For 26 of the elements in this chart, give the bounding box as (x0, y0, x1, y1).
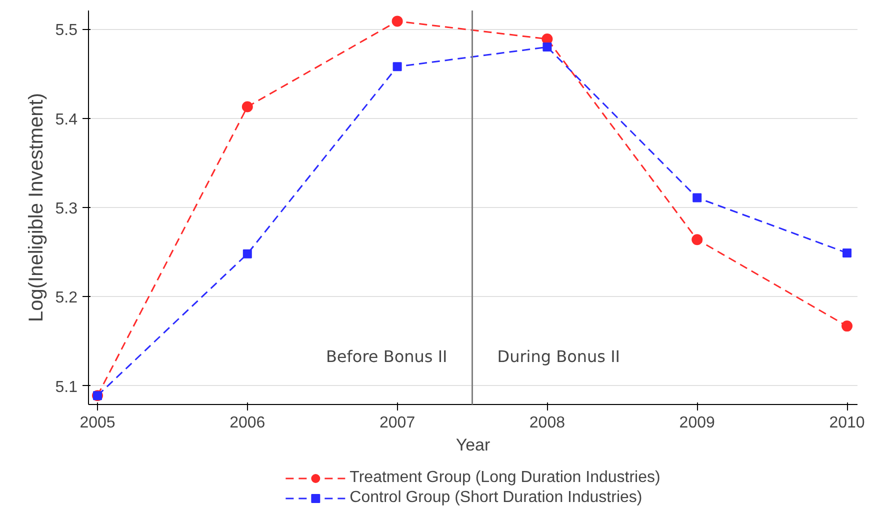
y-axis-title: Log(Ineligible Investment) (25, 92, 48, 322)
point (692, 234, 703, 246)
x-axis-title: Year (456, 436, 491, 454)
point (242, 101, 253, 112)
x-tick-label: 2009 (679, 414, 716, 432)
x-tick-label: 2006 (230, 414, 266, 432)
y-tick-label: 5.1 (55, 378, 78, 396)
y-tick-label: 5.4 (55, 111, 78, 128)
legend-label: Control Group (Short Duration Industries) (350, 489, 642, 507)
x-tick-label: 2007 (380, 414, 416, 432)
point (242, 249, 252, 258)
x-tick-label: 2008 (529, 414, 566, 432)
point (842, 248, 852, 258)
point (392, 62, 402, 72)
annotation: During Bonus II (497, 347, 620, 366)
x-tick-label: 2005 (80, 414, 116, 432)
y-tick-label: 5.3 (55, 200, 78, 218)
legend-label: Treatment Group (Long Duration Industries) (350, 469, 660, 487)
x-tick-label: 2010 (829, 414, 865, 432)
y-tick-label: 5.5 (55, 22, 78, 40)
point (842, 320, 853, 332)
point (392, 16, 403, 27)
point (692, 193, 702, 202)
annotation: Before Bonus II (326, 347, 448, 366)
point (542, 42, 552, 52)
y-tick-label: 5.2 (55, 290, 78, 307)
